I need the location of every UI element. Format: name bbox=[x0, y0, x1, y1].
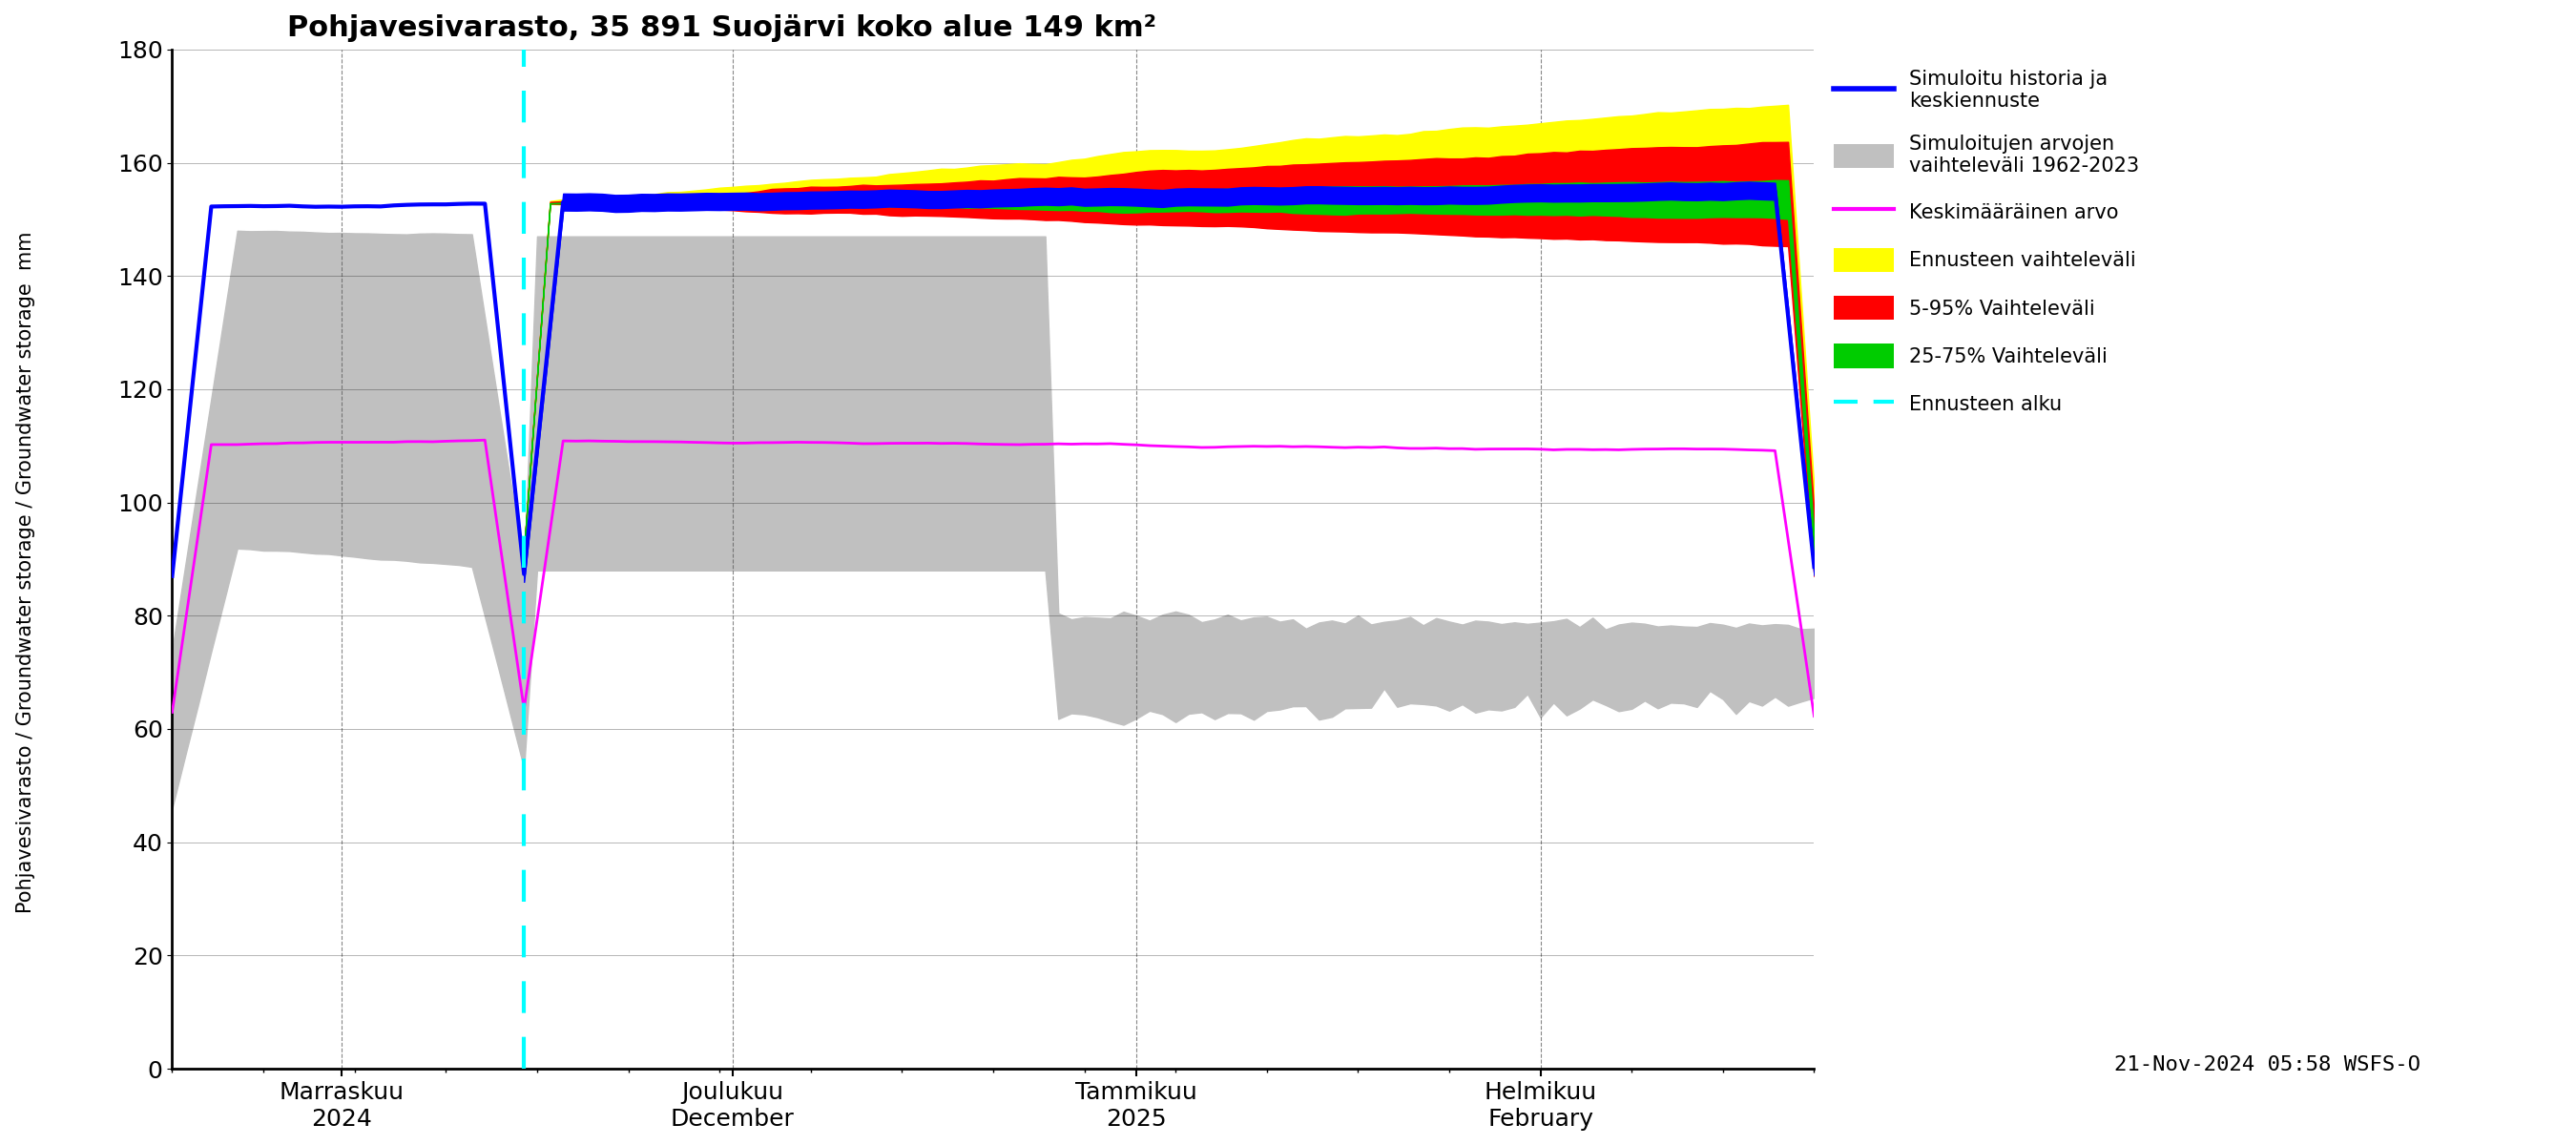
Text: Pohjavesivarasto / Groundwater storage / Groundwater storage  mm: Pohjavesivarasto / Groundwater storage /… bbox=[15, 231, 36, 914]
Legend: Simuloitu historia ja
keskiennuste, Simuloitujen arvojen
vaihteleväli 1962-2023,: Simuloitu historia ja keskiennuste, Simu… bbox=[1824, 60, 2148, 426]
Text: 21-Nov-2024 05:58 WSFS-O: 21-Nov-2024 05:58 WSFS-O bbox=[2115, 1056, 2419, 1074]
Text: Pohjavesivarasto, 35 891 Suojärvi koko alue 149 km²: Pohjavesivarasto, 35 891 Suojärvi koko a… bbox=[286, 14, 1157, 42]
